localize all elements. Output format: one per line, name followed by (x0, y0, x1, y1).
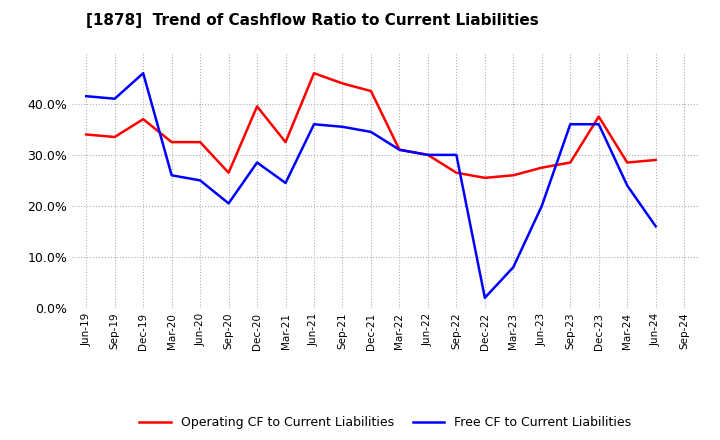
Operating CF to Current Liabilities (595, 114, 603, 119)
Operating CF to Current Liabilities (167, 139, 176, 145)
Free CF to Current Liabilities (82, 94, 91, 99)
Operating CF to Current Liabilities (480, 175, 489, 180)
Free CF to Current Liabilities (366, 129, 375, 135)
Operating CF to Current Liabilities (196, 139, 204, 145)
Free CF to Current Liabilities (537, 203, 546, 209)
Line: Operating CF to Current Liabilities: Operating CF to Current Liabilities (86, 73, 656, 178)
Operating CF to Current Liabilities (423, 152, 432, 158)
Operating CF to Current Liabilities (253, 104, 261, 109)
Free CF to Current Liabilities (395, 147, 404, 152)
Operating CF to Current Liabilities (452, 170, 461, 176)
Operating CF to Current Liabilities (225, 170, 233, 176)
Operating CF to Current Liabilities (366, 88, 375, 94)
Free CF to Current Liabilities (338, 124, 347, 129)
Operating CF to Current Liabilities (282, 139, 290, 145)
Operating CF to Current Liabilities (139, 117, 148, 122)
Operating CF to Current Liabilities (110, 134, 119, 139)
Free CF to Current Liabilities (167, 172, 176, 178)
Free CF to Current Liabilities (509, 264, 518, 270)
Free CF to Current Liabilities (652, 224, 660, 229)
Operating CF to Current Liabilities (338, 81, 347, 86)
Free CF to Current Liabilities (595, 121, 603, 127)
Operating CF to Current Liabilities (566, 160, 575, 165)
Free CF to Current Liabilities (196, 178, 204, 183)
Free CF to Current Liabilities (110, 96, 119, 101)
Free CF to Current Liabilities (282, 180, 290, 186)
Line: Free CF to Current Liabilities: Free CF to Current Liabilities (86, 73, 656, 298)
Free CF to Current Liabilities (310, 121, 318, 127)
Operating CF to Current Liabilities (623, 160, 631, 165)
Operating CF to Current Liabilities (82, 132, 91, 137)
Free CF to Current Liabilities (623, 183, 631, 188)
Text: [1878]  Trend of Cashflow Ratio to Current Liabilities: [1878] Trend of Cashflow Ratio to Curren… (86, 13, 539, 28)
Free CF to Current Liabilities (480, 295, 489, 301)
Legend: Operating CF to Current Liabilities, Free CF to Current Liabilities: Operating CF to Current Liabilities, Fre… (135, 411, 636, 434)
Free CF to Current Liabilities (452, 152, 461, 158)
Operating CF to Current Liabilities (395, 147, 404, 152)
Operating CF to Current Liabilities (652, 158, 660, 163)
Operating CF to Current Liabilities (509, 172, 518, 178)
Operating CF to Current Liabilities (537, 165, 546, 170)
Free CF to Current Liabilities (423, 152, 432, 158)
Free CF to Current Liabilities (253, 160, 261, 165)
Free CF to Current Liabilities (225, 201, 233, 206)
Operating CF to Current Liabilities (310, 70, 318, 76)
Free CF to Current Liabilities (566, 121, 575, 127)
Free CF to Current Liabilities (139, 70, 148, 76)
